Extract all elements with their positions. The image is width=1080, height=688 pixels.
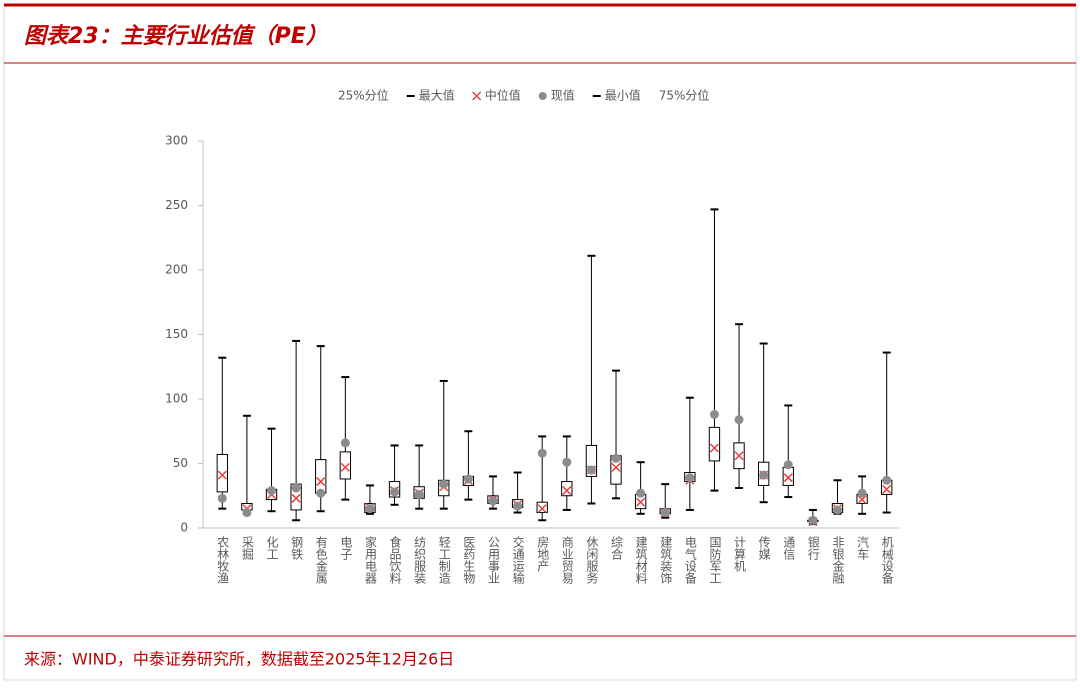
y-tick-label: 50 bbox=[173, 456, 188, 470]
x-tick-label: 电子 bbox=[339, 536, 353, 560]
legend-marker bbox=[472, 91, 482, 101]
y-tick-label: 200 bbox=[165, 263, 188, 277]
y-tick-label: 250 bbox=[165, 198, 188, 212]
x-tick-label: 纺织服装 bbox=[413, 536, 427, 585]
x-tick-label: 传媒 bbox=[757, 535, 771, 560]
current-value bbox=[783, 460, 793, 470]
box bbox=[216, 453, 228, 493]
current-value bbox=[217, 493, 227, 503]
median bbox=[636, 497, 646, 507]
box bbox=[585, 444, 598, 477]
x-tick-label: 化工 bbox=[265, 536, 279, 560]
box bbox=[561, 481, 573, 497]
median bbox=[857, 495, 867, 505]
x-tick-label: 钢铁 bbox=[290, 536, 304, 560]
legend-label: 现值 bbox=[551, 88, 575, 103]
source: 来源：WIND，中泰证券研究所，数据截至2025年12月26日 bbox=[24, 650, 454, 669]
median bbox=[537, 504, 547, 514]
median bbox=[562, 486, 572, 496]
x-tick-label: 家用电器 bbox=[363, 535, 377, 585]
current-value bbox=[291, 483, 301, 493]
current-value bbox=[759, 470, 769, 480]
x-tick-label: 银行 bbox=[806, 536, 820, 560]
x-tick-label: 国防军工 bbox=[708, 536, 722, 584]
current-value bbox=[242, 508, 252, 518]
current-value bbox=[586, 465, 596, 475]
x-tick-label: 电气设备 bbox=[683, 536, 697, 585]
current-value bbox=[340, 438, 350, 448]
current-value bbox=[390, 487, 400, 497]
median bbox=[709, 443, 719, 453]
x-tick-label: 食品饮料 bbox=[388, 535, 402, 584]
current-value bbox=[488, 496, 498, 506]
median bbox=[783, 473, 793, 483]
current-value bbox=[611, 453, 621, 463]
current-value bbox=[316, 488, 326, 498]
legend-label: 25%分位 bbox=[338, 88, 389, 103]
x-tick-label: 综合 bbox=[610, 536, 624, 560]
x-tick-label: 机械设备 bbox=[880, 536, 894, 585]
x-tick-label: 非银金融 bbox=[831, 536, 845, 585]
x-tick-label: 交通运输 bbox=[511, 535, 525, 585]
current-value bbox=[660, 508, 670, 518]
x-tick-label: 公用事业 bbox=[486, 536, 500, 584]
legend-label: 最小值 bbox=[605, 88, 641, 103]
x-tick-label: 有色金属 bbox=[314, 536, 328, 585]
x-tick-label: 建筑装饰 bbox=[659, 536, 673, 584]
current-value bbox=[685, 473, 695, 483]
box bbox=[339, 451, 352, 480]
legend-label: 中位值 bbox=[485, 88, 521, 103]
x-tick-label: 轻工制造 bbox=[437, 536, 451, 584]
x-tick-label: 农林牧渔 bbox=[216, 536, 230, 584]
current-value bbox=[636, 488, 646, 498]
current-value bbox=[537, 448, 547, 458]
x-tick-label: 医药生物 bbox=[462, 536, 476, 584]
x-tick-label: 汽车 bbox=[856, 535, 870, 561]
x-tick-label: 房地产 bbox=[536, 535, 550, 573]
median bbox=[882, 484, 892, 494]
legend-marker bbox=[538, 92, 547, 100]
current-value bbox=[808, 515, 818, 525]
box bbox=[708, 426, 721, 462]
x-tick-label: 采掘 bbox=[240, 536, 254, 561]
x-tick-label: 通信 bbox=[782, 536, 796, 561]
box bbox=[536, 501, 548, 514]
current-value bbox=[513, 501, 523, 511]
current-value bbox=[365, 504, 375, 514]
current-value bbox=[267, 486, 277, 496]
current-value bbox=[832, 505, 842, 515]
legend-label: 最大值 bbox=[419, 88, 455, 103]
box bbox=[782, 466, 794, 486]
current-value bbox=[562, 457, 572, 467]
y-tick-label: 0 bbox=[180, 521, 188, 535]
x-tick-label: 建筑材料 bbox=[634, 536, 648, 584]
median bbox=[611, 462, 621, 472]
current-value bbox=[709, 409, 719, 419]
legend-label: 75%分位 bbox=[659, 88, 710, 103]
median bbox=[340, 462, 350, 472]
chart-title: 图表23：主要行业估值（PE） bbox=[24, 23, 328, 49]
x-tick-label: 商业贸易 bbox=[560, 535, 574, 585]
current-value bbox=[463, 474, 473, 484]
frame bbox=[3, 3, 1077, 681]
y-tick-label: 100 bbox=[165, 392, 188, 406]
x-tick-label: 休闲服务 bbox=[585, 536, 599, 584]
current-value bbox=[857, 488, 867, 498]
y-tick-label: 150 bbox=[165, 327, 188, 341]
box bbox=[315, 459, 327, 494]
current-value bbox=[414, 489, 424, 499]
median bbox=[217, 470, 227, 480]
median bbox=[316, 477, 326, 487]
x-tick-label: 计算机 bbox=[733, 536, 747, 572]
y-tick-label: 300 bbox=[165, 134, 188, 148]
current-value bbox=[882, 475, 892, 485]
current-value bbox=[734, 415, 744, 425]
current-value bbox=[439, 479, 449, 489]
median bbox=[291, 493, 301, 503]
median bbox=[734, 451, 744, 461]
